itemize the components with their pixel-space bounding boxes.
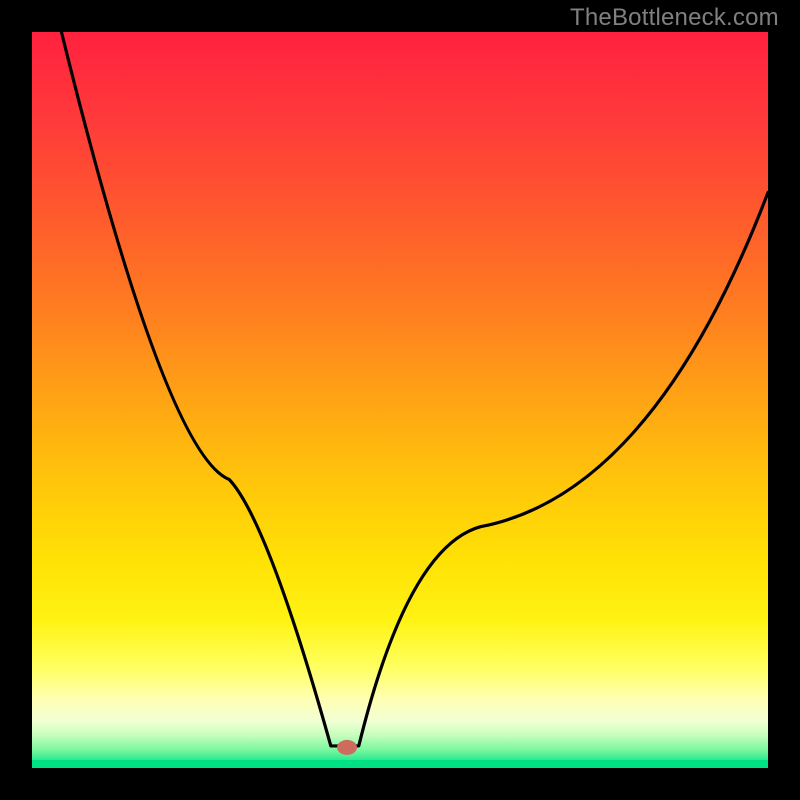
gradient-background: [32, 32, 768, 768]
watermark-text: TheBottleneck.com: [570, 4, 779, 32]
baseline-band: [32, 760, 768, 768]
plot-area: [32, 32, 768, 768]
plot-svg: [32, 32, 768, 768]
min-marker: [337, 740, 357, 755]
chart-frame: TheBottleneck.com: [0, 0, 800, 800]
